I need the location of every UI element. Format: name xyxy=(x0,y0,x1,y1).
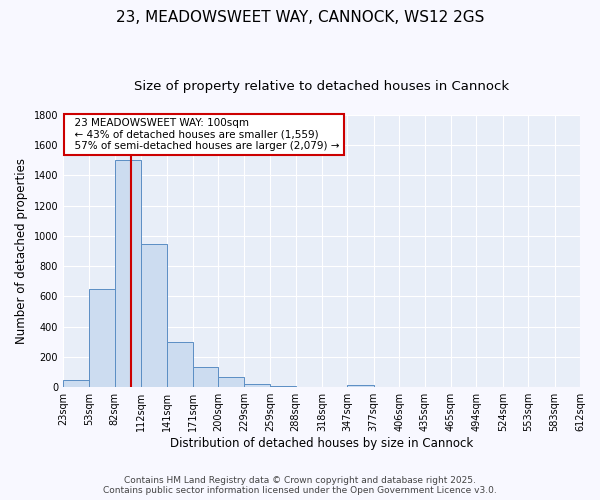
Text: 23, MEADOWSWEET WAY, CANNOCK, WS12 2GS: 23, MEADOWSWEET WAY, CANNOCK, WS12 2GS xyxy=(116,10,484,25)
Bar xyxy=(63,380,89,387)
Bar xyxy=(244,384,270,387)
Y-axis label: Number of detached properties: Number of detached properties xyxy=(15,158,28,344)
Bar xyxy=(218,378,244,387)
Bar xyxy=(347,385,374,387)
Bar xyxy=(141,244,167,387)
Text: 23 MEADOWSWEET WAY: 100sqm
  ← 43% of detached houses are smaller (1,559)
  57% : 23 MEADOWSWEET WAY: 100sqm ← 43% of deta… xyxy=(68,118,340,151)
Title: Size of property relative to detached houses in Cannock: Size of property relative to detached ho… xyxy=(134,80,509,93)
Bar xyxy=(167,342,193,387)
Bar xyxy=(89,289,115,387)
X-axis label: Distribution of detached houses by size in Cannock: Distribution of detached houses by size … xyxy=(170,437,473,450)
Bar xyxy=(193,367,218,387)
Text: Contains HM Land Registry data © Crown copyright and database right 2025.
Contai: Contains HM Land Registry data © Crown c… xyxy=(103,476,497,495)
Bar xyxy=(115,160,141,387)
Bar xyxy=(270,386,296,387)
